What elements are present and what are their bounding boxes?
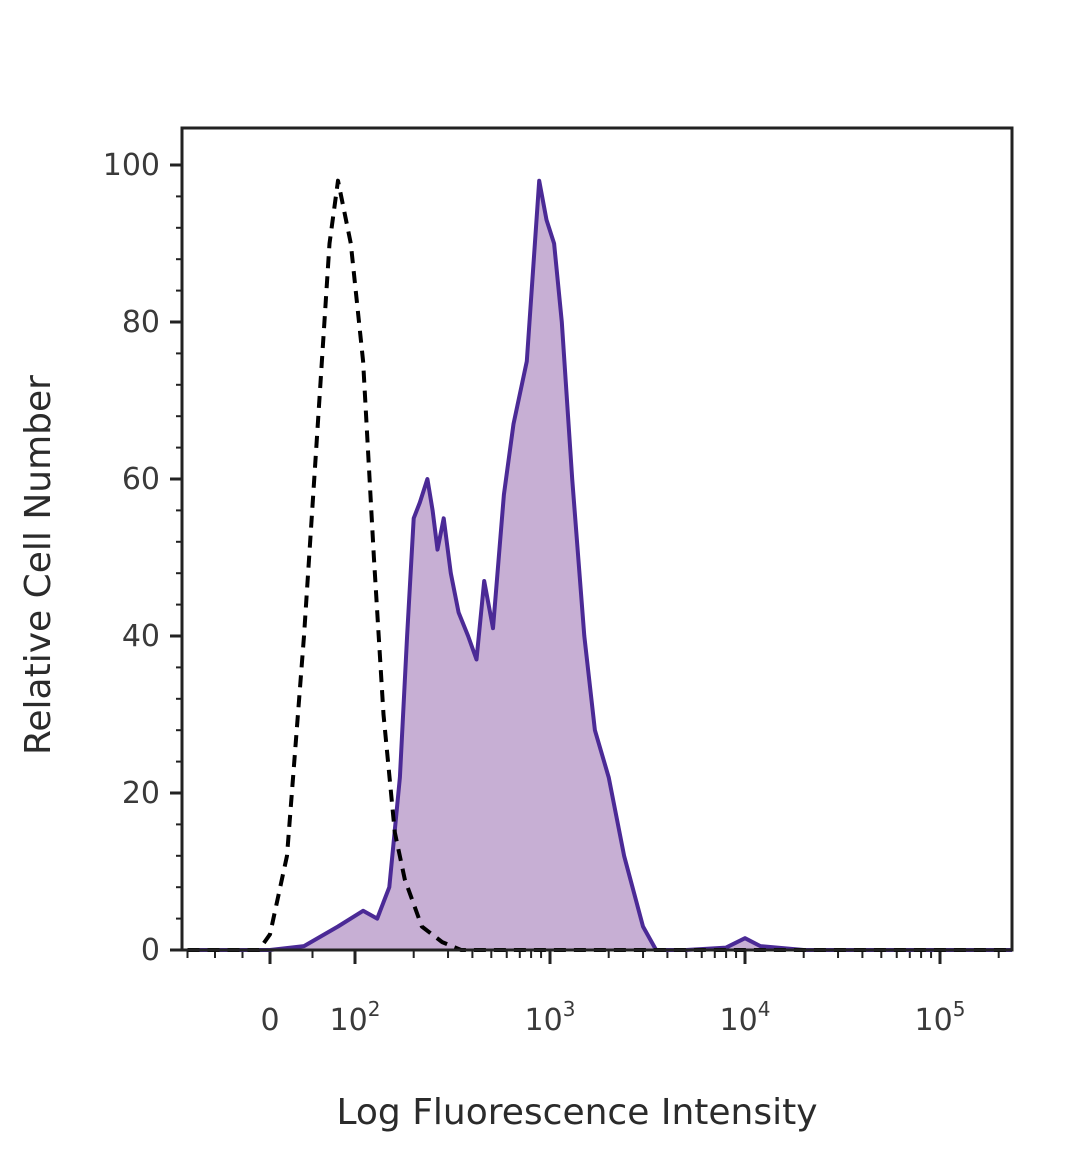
x-axis-title: Log Fluorescence Intensity: [336, 1092, 817, 1133]
x-tick-label: 103: [525, 997, 576, 1038]
y-axis-ticks: 0 20 40 60 80 100: [103, 148, 182, 968]
x-tick-label: 105: [915, 997, 966, 1038]
series-layer: [187, 178, 1012, 952]
y-axis-title: Relative Cell Number: [18, 375, 59, 755]
y-tick-label: 60: [122, 462, 160, 497]
x-tick-label: 104: [720, 997, 771, 1038]
y-tick-label: 20: [122, 776, 160, 811]
filled-histogram-area: [187, 180, 1012, 950]
x-tick-label: 0: [260, 1003, 279, 1038]
plot-frame: [180, 126, 1014, 952]
y-tick-label: 100: [103, 148, 160, 183]
y-tick-label: 80: [122, 305, 160, 340]
y-tick-label: 40: [122, 619, 160, 654]
x-tick-label: 102: [330, 997, 381, 1038]
y-tick-label: 0: [141, 933, 160, 968]
x-axis-ticks: 0 102 103 104 105: [186, 950, 1000, 1038]
